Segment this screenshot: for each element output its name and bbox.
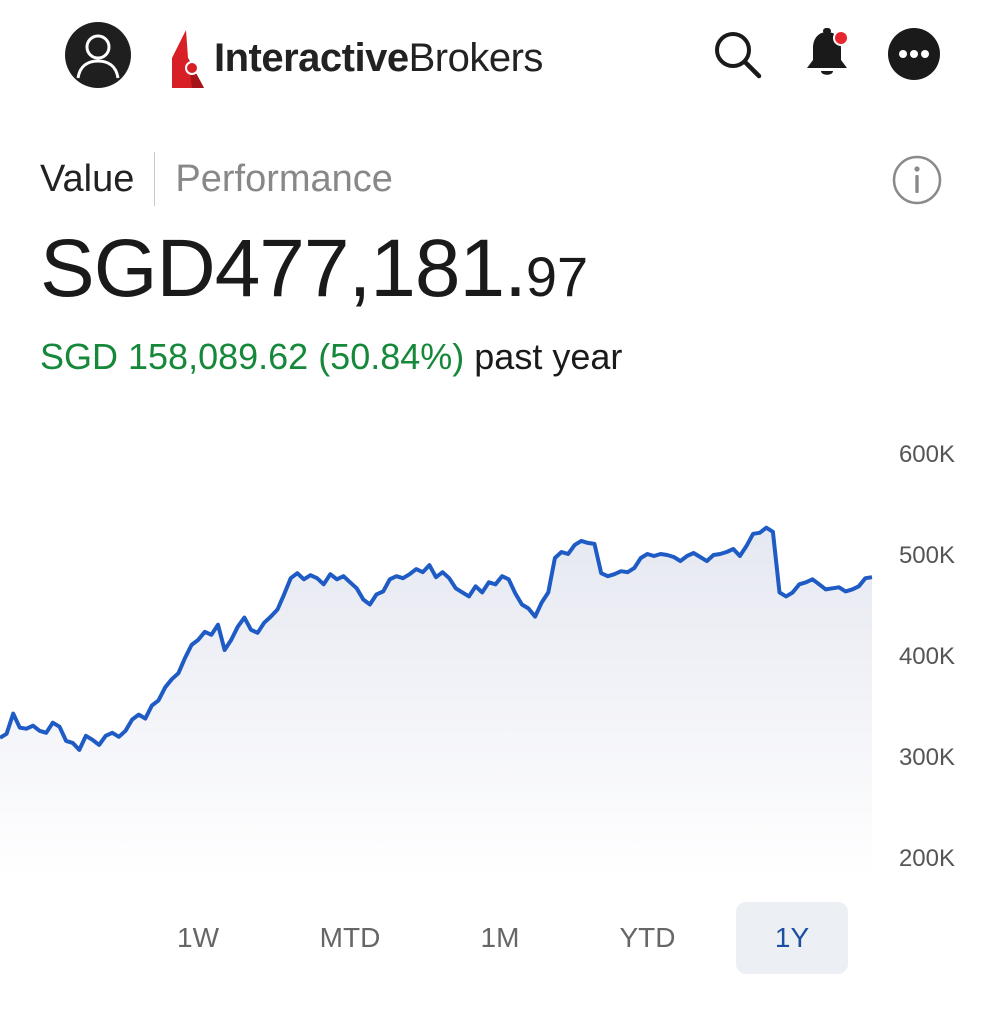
change-amount: SGD 158,089.62 (50.84%): [40, 336, 465, 377]
chart-area-fill: [0, 527, 872, 880]
y-tick-label: 300K: [899, 744, 955, 771]
range-button-1y[interactable]: 1Y: [736, 902, 848, 974]
tab-divider: [154, 152, 156, 206]
tab-value[interactable]: Value: [40, 158, 135, 200]
time-range-selector: 1W MTD 1M YTD 1Y: [120, 898, 880, 978]
view-tabs: Value Performance: [40, 150, 393, 208]
tab-performance[interactable]: Performance: [175, 158, 393, 200]
range-button-1m[interactable]: 1M: [480, 922, 520, 953]
notifications-button[interactable]: [799, 26, 855, 82]
app-header: InteractiveBrokers: [0, 0, 985, 120]
range-button-1w[interactable]: 1W: [177, 922, 219, 953]
more-options-button[interactable]: [886, 26, 942, 82]
portfolio-value-integer: SGD477,181.: [40, 223, 527, 314]
interactive-brokers-logo: InteractiveBrokers: [170, 26, 543, 90]
range-button-mtd[interactable]: MTD: [319, 922, 381, 953]
y-tick-label: 400K: [899, 643, 955, 670]
portfolio-chart[interactable]: 600K 500K 400K 300K 200K: [0, 420, 985, 890]
ib-logo-mark-icon: [172, 30, 204, 88]
y-tick-label: 500K: [899, 542, 955, 569]
portfolio-chart-svg: 600K 500K 400K 300K 200K: [0, 441, 955, 880]
notification-dot: [835, 32, 847, 44]
portfolio-value: SGD477,181.97: [40, 222, 589, 314]
bell-icon: [807, 28, 849, 75]
search-icon: [715, 32, 762, 79]
portfolio-change: SGD 158,089.62 (50.84%) past year: [40, 332, 622, 382]
change-period: past year: [474, 336, 623, 377]
more-options-icon: [888, 28, 940, 80]
logo-text-bold: Interactive: [214, 35, 409, 80]
y-tick-label: 200K: [899, 845, 955, 872]
y-tick-label: 600K: [899, 441, 955, 468]
logo-text-regular: Brokers: [408, 35, 544, 80]
logo-text: InteractiveBrokers: [214, 36, 543, 81]
portfolio-value-decimal: 97: [525, 245, 589, 308]
search-button[interactable]: [709, 26, 765, 82]
chart-series-line: [0, 525, 873, 752]
info-icon: [892, 155, 942, 205]
range-button-ytd[interactable]: YTD: [619, 922, 676, 953]
info-button[interactable]: [892, 155, 942, 205]
user-avatar-icon[interactable]: [65, 22, 131, 88]
